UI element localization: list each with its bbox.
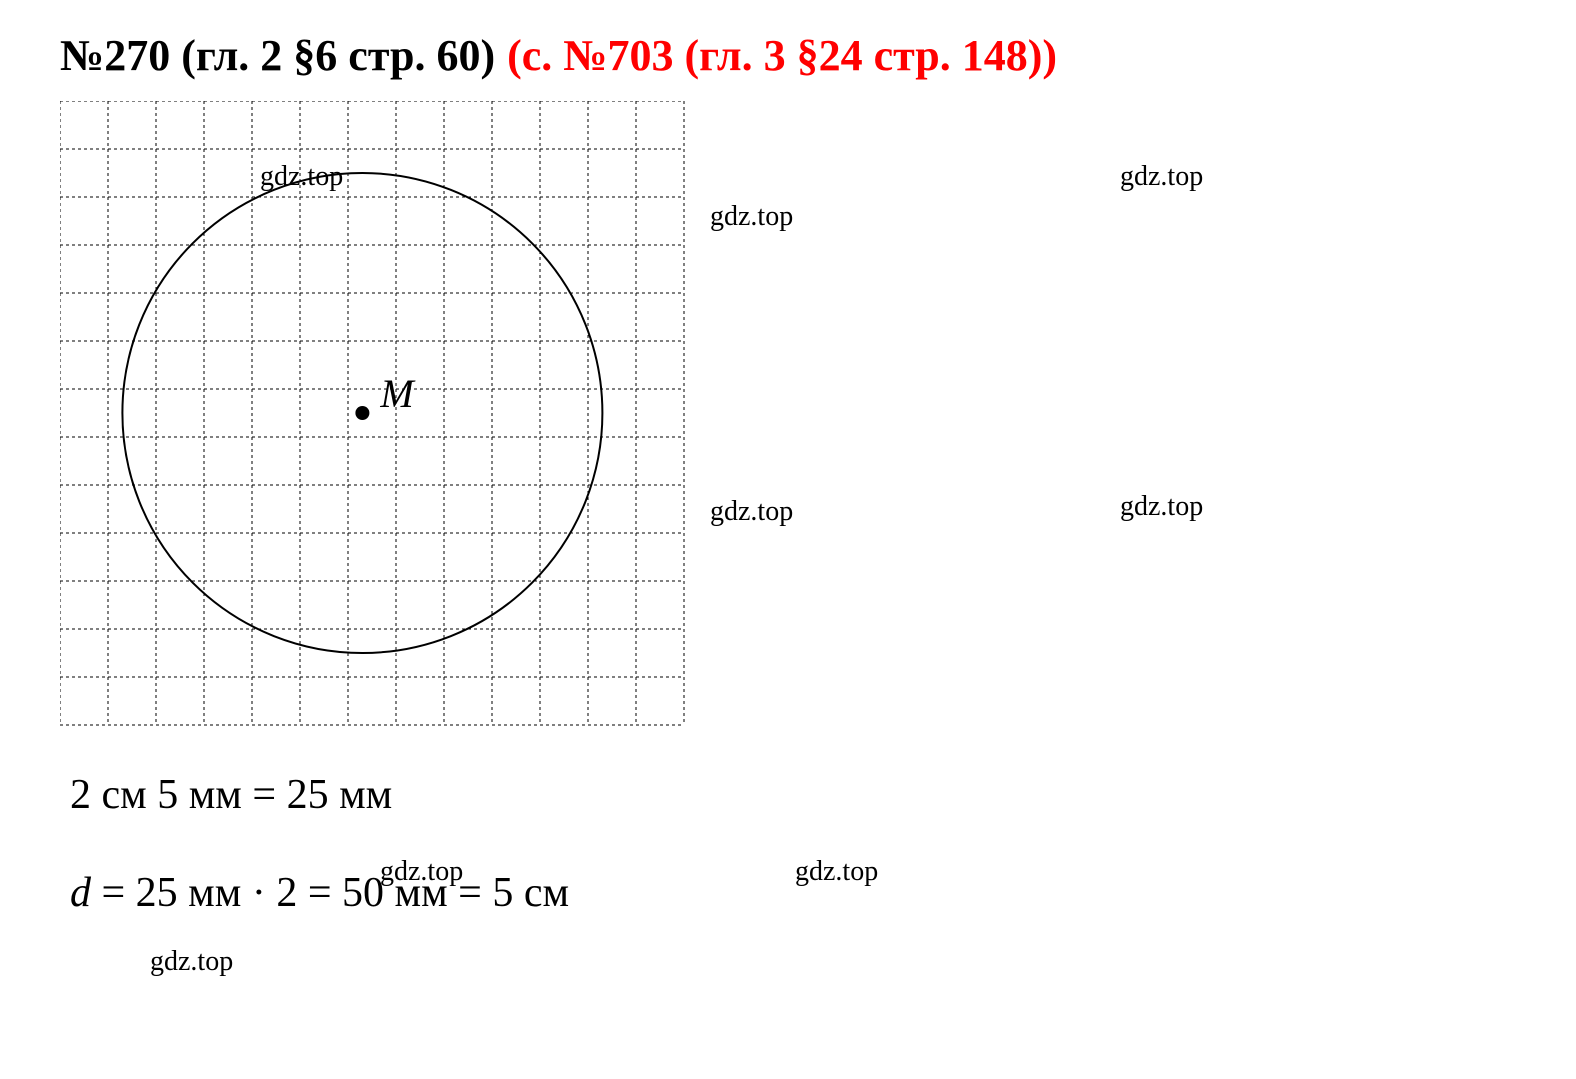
watermark: gdz.top — [710, 496, 793, 528]
title-black: №270 (гл. 2 §6 стр. 60) — [60, 30, 495, 81]
watermark: gdz.top — [1120, 491, 1203, 523]
equation-text: = 25 мм · 2 = 50 мм = 5 см — [91, 870, 569, 916]
title-row: №270 (гл. 2 §6 стр. 60) (с. №703 (гл. 3 … — [60, 30, 1516, 81]
geometry-diagram: M — [60, 101, 700, 741]
variable-d: d — [70, 870, 91, 916]
watermark: gdz.top — [150, 946, 233, 978]
watermark: gdz.top — [710, 201, 793, 233]
content-area: gdz.top gdz.top gdz.top gdz.top gdz.top … — [60, 101, 1516, 917]
title-red: (с. №703 (гл. 3 §24 стр. 148)) — [507, 30, 1057, 81]
watermark: gdz.top — [1120, 161, 1203, 193]
equation-line-2: d = 25 мм · 2 = 50 мм = 5 см — [70, 869, 1516, 917]
equation-text: 2 см 5 мм = 25 мм — [70, 772, 392, 818]
circle-grid-svg: M — [60, 101, 700, 741]
watermark: gdz.top — [795, 856, 878, 888]
watermark: gdz.top — [380, 856, 463, 888]
svg-text:M: M — [379, 371, 416, 416]
equation-line-1: 2 см 5 мм = 25 мм — [70, 771, 1516, 819]
